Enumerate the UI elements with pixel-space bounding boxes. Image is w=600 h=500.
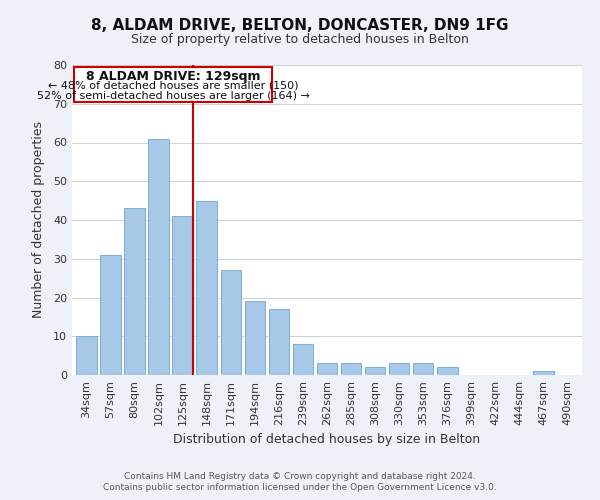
Bar (148, 138, 169, 375)
Bar (317, 364, 337, 375)
Text: 8, ALDAM DRIVE, BELTON, DONCASTER, DN9 1FG: 8, ALDAM DRIVE, BELTON, DONCASTER, DN9 1… (91, 18, 509, 32)
Bar (124, 208, 145, 375)
Bar (196, 200, 217, 375)
Bar (413, 364, 433, 375)
Bar (293, 344, 313, 375)
Bar (365, 367, 385, 375)
Bar (389, 364, 409, 375)
Text: Size of property relative to detached houses in Belton: Size of property relative to detached ho… (131, 32, 469, 46)
Bar (341, 364, 361, 375)
Bar (221, 270, 241, 375)
Bar (76, 336, 97, 375)
Bar (245, 302, 265, 375)
Text: Contains HM Land Registry data © Crown copyright and database right 2024.: Contains HM Land Registry data © Crown c… (124, 472, 476, 481)
Bar (172, 216, 193, 375)
Y-axis label: Number of detached properties: Number of detached properties (32, 122, 44, 318)
Bar (269, 309, 289, 375)
Bar (100, 255, 121, 375)
Bar (533, 371, 554, 375)
Bar (437, 367, 458, 375)
Text: 52% of semi-detached houses are larger (164) →: 52% of semi-detached houses are larger (… (37, 91, 310, 101)
Text: ← 48% of detached houses are smaller (150): ← 48% of detached houses are smaller (15… (48, 80, 298, 90)
Text: Contains public sector information licensed under the Open Government Licence v3: Contains public sector information licen… (103, 484, 497, 492)
FancyBboxPatch shape (74, 67, 272, 102)
Text: 8 ALDAM DRIVE: 129sqm: 8 ALDAM DRIVE: 129sqm (86, 70, 260, 83)
X-axis label: Distribution of detached houses by size in Belton: Distribution of detached houses by size … (173, 434, 481, 446)
